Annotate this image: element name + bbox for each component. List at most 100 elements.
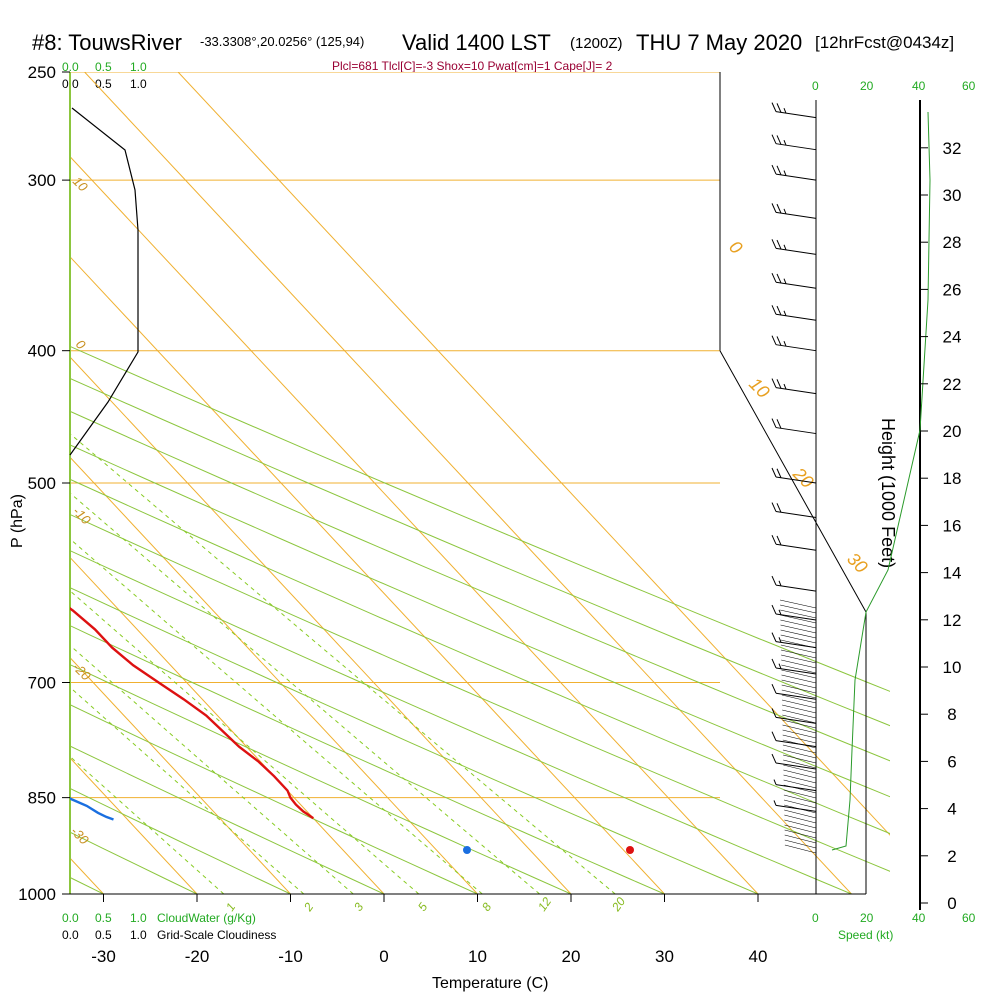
bottom-cloudiness-tick-2: 1.0 [130,928,147,942]
low-level-barb-hatch [780,634,817,644]
low-level-barb-hatch [782,729,817,739]
dewpoint-line [70,796,114,821]
cloudiness-profile [69,107,139,456]
mixing-label-4: 8 [479,900,494,914]
low-level-barb-hatch [780,639,817,649]
temp-label-4: 10 [468,947,487,966]
adiabat-line [70,550,852,894]
isotherm-line [84,72,852,894]
low-level-barb-hatch [784,804,817,814]
height-label-10: 20 [943,422,962,441]
wind-top-tick-1: 20 [860,79,874,93]
height-label-5: 10 [943,658,962,677]
pressure-label-4: 700 [28,674,56,693]
height-label-8: 16 [943,516,962,535]
isotherm-label-5: 0 [725,237,746,258]
temp-label-7: 40 [749,947,768,966]
height-label-6: 12 [943,611,962,630]
isotherm-line [70,556,385,894]
mixing-ratio-line [70,644,354,894]
low-level-barb-hatch [782,714,817,724]
bottom-cloud-tick-2: 1.0 [130,911,147,925]
low-level-barb-hatch [782,704,817,714]
top-cloudiness-tick-2: 1.0 [130,77,147,91]
cloudiness-label: Grid-Scale Cloudiness [157,928,276,942]
wind-barb-20 [771,753,817,770]
bottom-cloud-tick-1: 0.5 [95,911,112,925]
bottom-cloud-tick-0: 0.0 [62,911,79,925]
wind-barb-14 [771,604,817,621]
height-label-13: 26 [943,280,962,299]
low-level-barb-hatch [782,744,817,754]
height-label-3: 6 [947,752,956,771]
height-label-16: 32 [943,139,962,158]
pressure-label-2: 400 [28,342,56,361]
forecast-label: [12hrFcst@0434z] [815,33,954,52]
adiabat-line [70,745,385,894]
isotherm-line [70,155,759,894]
wind-barb-0 [771,102,817,119]
low-level-barb-hatch [780,649,817,659]
temp-label-6: 30 [655,947,674,966]
adiabat-line [70,704,478,894]
wind-bottom-tick-0: 0 [812,911,819,925]
adiabat-line [70,377,890,727]
temp-label-5: 20 [562,947,581,966]
cloudwater-label: CloudWater (g/Kg) [157,911,256,925]
valid-date: THU 7 May 2020 [636,30,802,55]
isotherm-line [70,656,291,894]
temp-label-3: 0 [379,947,388,966]
mixing-ratio-line [70,433,616,894]
low-level-barb-hatch [779,599,817,609]
low-level-barb-hatch [784,844,817,854]
low-level-barb-hatch [782,734,817,744]
mixing-ratio-line [70,538,483,894]
wind-barb-2 [771,164,817,181]
low-level-barb-hatch [780,614,817,624]
isotherm-line [177,72,890,836]
bottom-cloudiness-tick-1: 0.5 [95,928,112,942]
low-level-barb-hatch [783,759,817,769]
low-level-barb-hatch [784,819,817,829]
isotherm-line [0,72,10,894]
low-level-barb-hatch [784,839,817,849]
top-cloud-tick-1: 0.5 [95,60,112,74]
low-level-barb-hatch [780,604,817,614]
wind-barb-9 [771,418,817,435]
wind-barb-15 [771,632,817,649]
mixing-ratio-line [70,755,225,894]
top-cloud-tick-0: 0.0 [62,60,79,74]
low-level-barb-hatch [784,814,817,824]
isotherm-line [70,456,478,894]
temp-label-0: -30 [91,947,116,966]
low-level-barb-hatch [781,684,817,694]
low-level-barb-hatch [784,834,817,844]
adiabat-line [0,72,10,894]
valid-time: Valid 1400 LST [402,30,551,55]
wind-barb-10 [771,467,817,484]
temperature-line [70,607,314,820]
isotherm-label-4: -30 [68,824,92,848]
pressure-label-6: 1000 [18,885,56,904]
wind-bottom-tick-1: 20 [860,911,874,925]
wind-barb-7 [771,335,817,352]
low-level-barb-hatch [781,679,817,689]
top-cloudiness-tick-1: 0.5 [95,77,112,91]
low-level-barb-hatch [782,749,817,759]
surface-dew-point [463,846,471,854]
isotherm-label-0: 10 [70,174,91,195]
wind-barb-12 [771,534,817,551]
low-level-barb-hatch [780,644,817,654]
low-level-barb-hatch [782,739,817,749]
bottom-cloudiness-tick-0: 0.0 [62,928,79,942]
pressure-label-3: 500 [28,474,56,493]
adiabat-line [70,664,572,894]
isotherm-label-7: 20 [788,463,817,492]
low-level-barb-hatch [784,829,817,839]
mixing-label-3: 5 [415,900,430,914]
adiabat-line [70,345,890,692]
low-level-barb-hatch [783,754,817,764]
wind-barb-22 [773,800,817,812]
